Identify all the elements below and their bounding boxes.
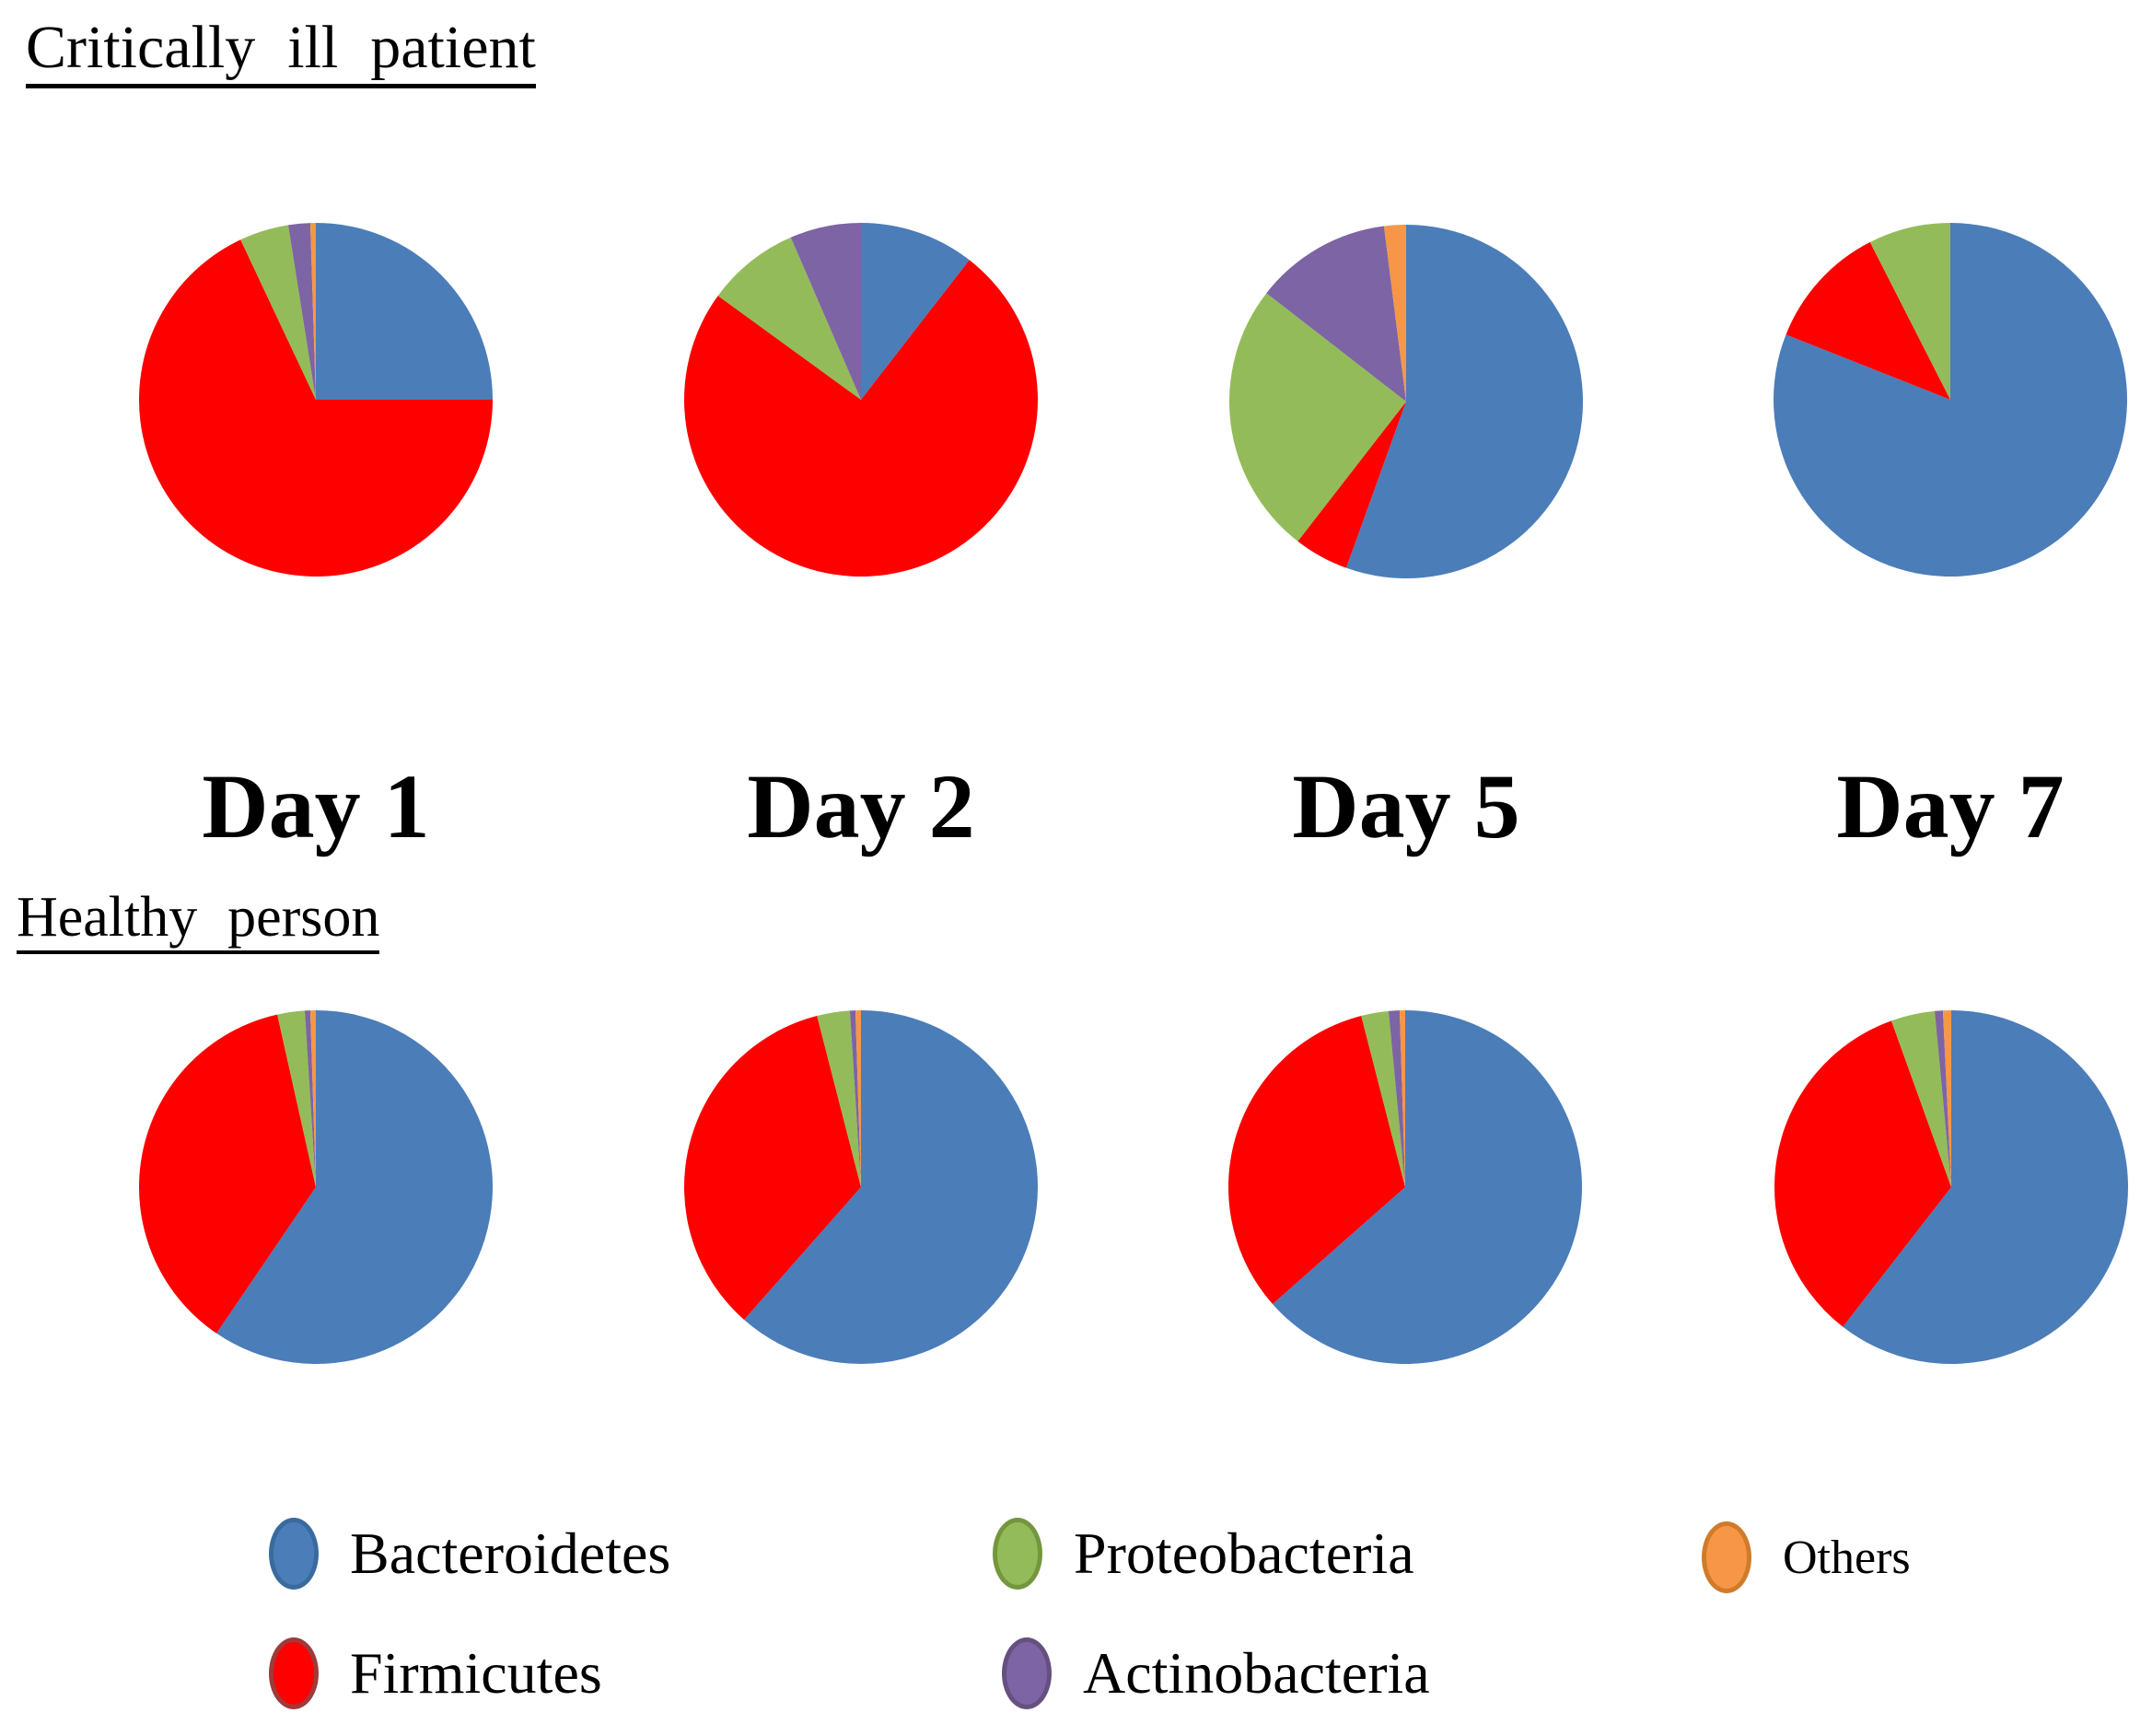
actinobacteria-swatch-icon bbox=[1002, 1637, 1052, 1709]
section-title-critically-ill: Critically ill patient bbox=[26, 14, 536, 88]
legend-label-bacteroidetes: Bacteroidetes bbox=[350, 1520, 671, 1586]
pie-chart-healthy-day1 bbox=[139, 1010, 493, 1364]
pie-chart-healthy-day7 bbox=[1774, 1010, 2128, 1364]
section-title-healthy-person: Healthy person bbox=[17, 886, 380, 955]
legend-item-actinobacteria: Actinobacteria bbox=[1002, 1637, 1430, 1709]
firmicutes-swatch-icon bbox=[269, 1637, 319, 1709]
legend-label-firmicutes: Firmicutes bbox=[350, 1640, 602, 1706]
legend-item-bacteroidetes: Bacteroidetes bbox=[269, 1518, 670, 1590]
pie-chart-critical-day7 bbox=[1774, 223, 2127, 577]
day-label-5: Day 5 bbox=[1292, 755, 1520, 857]
pie-chart-critical-day5 bbox=[1229, 225, 1583, 578]
legend-label-others: Others bbox=[1783, 1531, 1911, 1584]
day-label-2: Day 2 bbox=[747, 755, 975, 857]
pie-chart-healthy-day5 bbox=[1228, 1010, 1582, 1364]
day-label-7: Day 7 bbox=[1836, 755, 2065, 857]
pie-chart-critical-day2 bbox=[684, 223, 1038, 577]
legend-item-others: Others bbox=[1702, 1521, 1911, 1593]
others-swatch-icon bbox=[1702, 1521, 1751, 1593]
legend-item-firmicutes: Firmicutes bbox=[269, 1637, 602, 1709]
bacteroidetes-swatch-icon bbox=[269, 1518, 319, 1590]
legend-item-proteobacteria: Proteobacteria bbox=[993, 1518, 1414, 1590]
day-label-1: Day 1 bbox=[202, 755, 430, 857]
legend-label-proteobacteria: Proteobacteria bbox=[1074, 1520, 1414, 1586]
pie-chart-critical-day1 bbox=[139, 223, 493, 577]
legend-label-actinobacteria: Actinobacteria bbox=[1083, 1640, 1430, 1706]
proteobacteria-swatch-icon bbox=[993, 1518, 1042, 1590]
pie-chart-healthy-day2 bbox=[684, 1010, 1038, 1364]
